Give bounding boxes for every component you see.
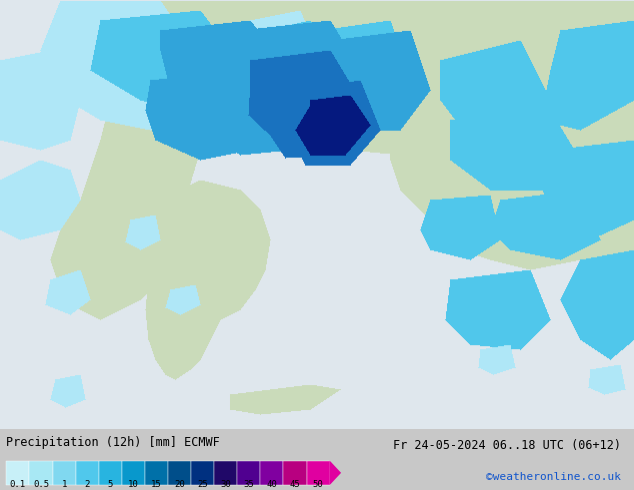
Text: 10: 10 — [128, 480, 139, 489]
Bar — [191, 461, 214, 485]
Bar — [237, 461, 261, 485]
Text: 15: 15 — [151, 480, 162, 489]
Text: 0.5: 0.5 — [33, 480, 49, 489]
Text: 2: 2 — [84, 480, 90, 489]
Bar — [168, 461, 191, 485]
Text: 30: 30 — [221, 480, 231, 489]
Bar — [53, 461, 75, 485]
Polygon shape — [330, 461, 341, 485]
Bar — [6, 461, 29, 485]
Bar — [122, 461, 145, 485]
Text: 20: 20 — [174, 480, 185, 489]
Bar — [214, 461, 237, 485]
Text: 40: 40 — [266, 480, 277, 489]
Bar — [261, 461, 283, 485]
Bar — [75, 461, 99, 485]
Text: 1: 1 — [61, 480, 67, 489]
Bar — [145, 461, 168, 485]
Text: 5: 5 — [108, 480, 113, 489]
Text: 25: 25 — [197, 480, 208, 489]
Text: 35: 35 — [243, 480, 254, 489]
Bar — [283, 461, 307, 485]
Text: Precipitation (12h) [mm] ECMWF: Precipitation (12h) [mm] ECMWF — [6, 436, 220, 449]
Text: 0.1: 0.1 — [10, 480, 26, 489]
Bar — [29, 461, 53, 485]
Bar — [99, 461, 122, 485]
Text: Fr 24-05-2024 06..18 UTC (06+12): Fr 24-05-2024 06..18 UTC (06+12) — [393, 440, 621, 452]
Text: 50: 50 — [313, 480, 323, 489]
Text: 45: 45 — [290, 480, 301, 489]
Text: ©weatheronline.co.uk: ©weatheronline.co.uk — [486, 471, 621, 482]
Bar — [307, 461, 330, 485]
